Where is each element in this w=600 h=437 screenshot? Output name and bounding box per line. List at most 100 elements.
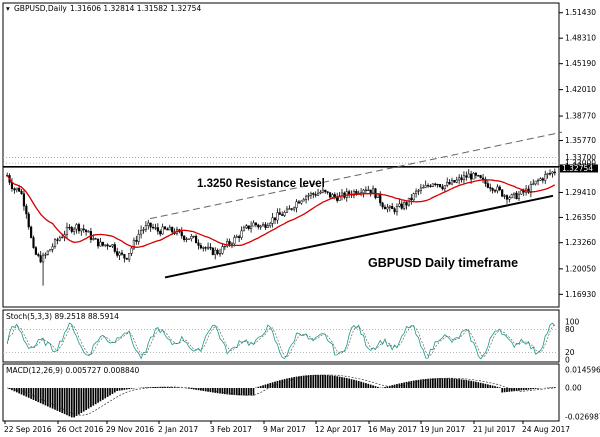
candle-body	[252, 222, 255, 227]
candle-body	[32, 237, 35, 248]
candle-body	[218, 253, 222, 255]
candle-body	[319, 191, 322, 194]
x-tick-label: 19 Jun 2017	[420, 425, 465, 434]
candle-body	[352, 190, 356, 196]
candle-body	[458, 177, 461, 181]
y-tick-label: 1.42010	[565, 85, 596, 94]
candle-body	[431, 183, 434, 187]
macd-signal-line	[7, 374, 555, 416]
candle-body	[261, 224, 265, 227]
candle-body	[281, 214, 284, 216]
candle-body	[118, 252, 121, 256]
candle-body	[515, 192, 518, 200]
candle-body	[503, 195, 506, 197]
moving-average-line	[6, 175, 556, 248]
candle-body	[489, 187, 492, 189]
candle-body	[125, 257, 128, 260]
candle-body	[424, 185, 427, 188]
macd-panel: 0.014596 0.00 -0.026987	[7, 366, 600, 422]
candle-body	[520, 190, 523, 195]
y-tick-label: 1.23260	[565, 238, 596, 247]
candle-body	[462, 175, 466, 181]
candle-body	[448, 181, 451, 185]
candle-body	[498, 186, 501, 191]
candle-body	[70, 227, 73, 232]
candle-body	[204, 247, 207, 249]
candle-body	[269, 223, 272, 226]
candle-body	[484, 178, 487, 184]
candle-body	[450, 179, 454, 185]
candle-body	[314, 194, 317, 196]
candle-body	[226, 241, 229, 247]
candle-body	[293, 207, 296, 210]
candle-body	[541, 178, 544, 181]
y-tick-label: 1.38770	[565, 112, 596, 121]
candle-body	[96, 238, 100, 247]
candle-body	[331, 194, 334, 198]
candle-body	[388, 206, 391, 208]
candle-body	[283, 212, 286, 216]
candle-body	[295, 201, 298, 209]
stoch-signal-line	[6, 324, 556, 358]
candle-body	[104, 244, 107, 246]
candle-body	[271, 217, 274, 224]
x-tick-label: 16 May 2017	[368, 425, 417, 434]
candle-body	[254, 222, 257, 226]
stoch-tick-label: 100	[565, 318, 580, 327]
candle-body	[108, 245, 112, 248]
candle-body	[101, 241, 104, 246]
candle-body	[159, 230, 162, 235]
candle-body	[417, 190, 420, 192]
candle-body	[257, 224, 260, 228]
candle-body	[553, 171, 556, 174]
candle-body	[259, 225, 262, 228]
stoch-main-line	[6, 322, 556, 360]
candle-body	[395, 206, 399, 213]
candle-body	[195, 235, 198, 244]
stoch-tick-label: 20	[565, 348, 575, 357]
candle-body	[228, 241, 231, 245]
candle-body	[338, 195, 341, 201]
candle-body	[92, 238, 95, 240]
candle-body	[410, 197, 413, 201]
candle-body	[460, 177, 463, 181]
candle-body	[94, 238, 97, 240]
candle-body	[154, 227, 157, 229]
candle-body	[77, 224, 81, 232]
candle-body	[348, 191, 351, 195]
candle-body	[429, 185, 432, 187]
candle-body	[376, 193, 379, 199]
candle-body	[474, 173, 477, 176]
candle-body	[56, 239, 59, 241]
price-axis: 1.51430 1.48310 1.45190 1.42010 1.38770 1.357…	[559, 8, 598, 299]
candle-body	[400, 203, 403, 209]
candle-body	[467, 173, 470, 178]
upper-channel-line	[149, 131, 563, 220]
resistance-label: 1.3250 Resistance level	[197, 178, 325, 190]
candle-body	[20, 190, 23, 195]
candle-body	[551, 171, 554, 174]
candle-body	[446, 181, 449, 186]
candle-body	[297, 201, 301, 204]
candle-body	[305, 195, 308, 200]
candle-body	[116, 251, 119, 256]
candle-body	[386, 207, 389, 210]
candle-body	[190, 235, 193, 240]
candle-body	[49, 249, 52, 252]
y-tick-label: 1.35770	[565, 136, 596, 145]
x-tick-label: 21 Jul 2017	[473, 425, 516, 434]
candle-body	[230, 243, 234, 245]
stoch-panel-frame	[2, 309, 560, 363]
candle-body	[405, 202, 408, 206]
candle-body	[472, 173, 475, 180]
candle-body	[161, 226, 164, 235]
candle-body	[30, 226, 33, 238]
candle-body	[53, 239, 57, 247]
candle-body	[238, 236, 241, 238]
candle-body	[455, 179, 458, 183]
x-tick-label: 26 Oct 2016	[57, 425, 104, 434]
x-tick-label: 24 Aug 2017	[522, 425, 570, 434]
candle-body	[206, 246, 210, 249]
candle-body	[39, 255, 42, 263]
